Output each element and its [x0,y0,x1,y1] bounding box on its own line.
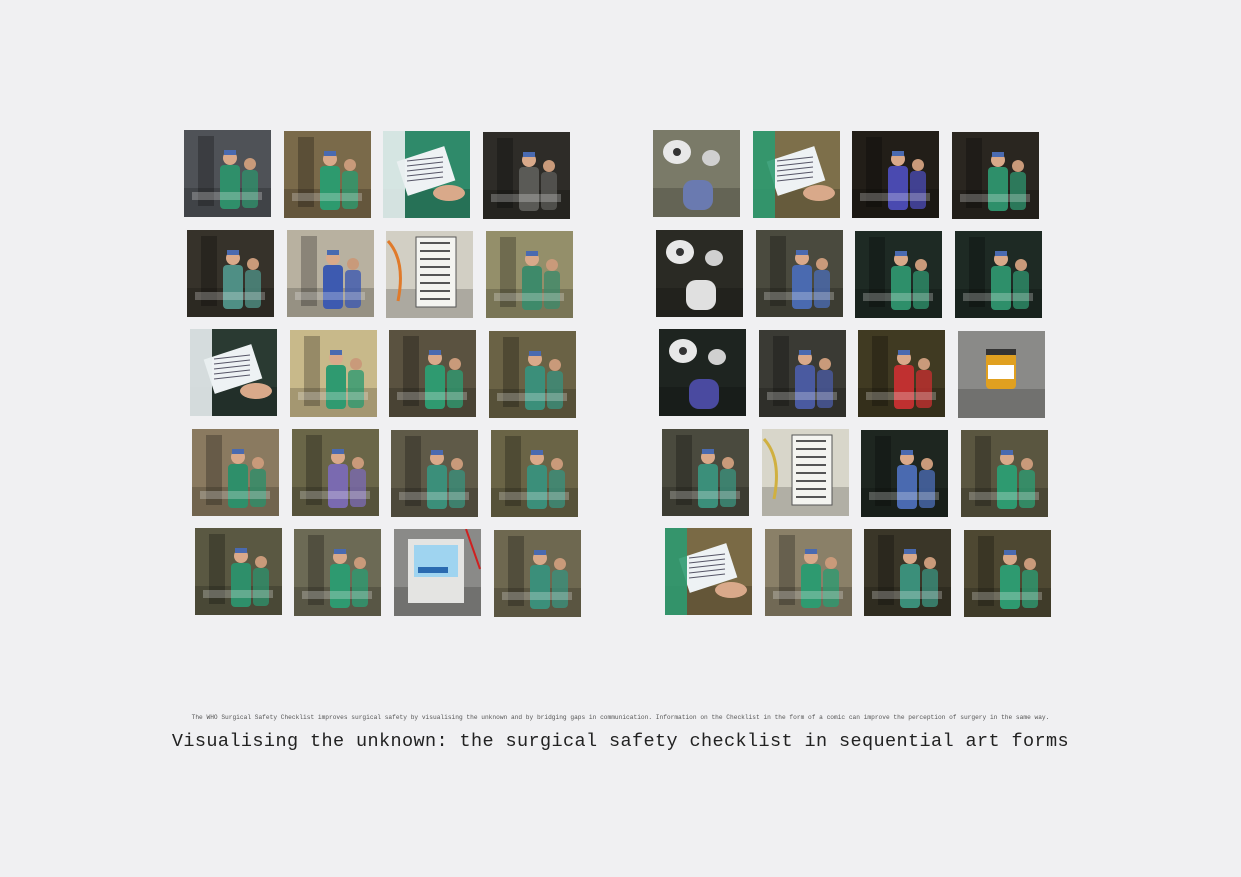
left-panel-6-wall-monitor [287,230,374,317]
right-panel-18-trolley [765,529,852,616]
left-panel-1-corridor-staff [184,130,271,217]
left-panel-8-instrument-tray [486,231,573,318]
right-panel-11-specimen [858,330,945,417]
page-title: Visualising the unknown: the surgical sa… [171,731,1070,752]
right-panel-2-writing-form [753,131,840,218]
right-panel-4-hand-drape [952,132,1039,219]
left-panel-7-checklist-board [386,231,473,318]
left-panel-5-mirror-reflection [187,230,274,317]
right-panel-5-dark-lamp [656,230,743,317]
left-panel-3-hands-paper [383,131,470,218]
right-panel-10-theatre-team [759,330,846,417]
right-panel-6-surgeons-patient [756,230,843,317]
right-panel-14-count-board [762,429,849,516]
left-panel-15-team-bed [391,430,478,517]
right-panel-19-patient-exit [864,529,951,616]
right-panel-12-jar [958,331,1045,418]
left-panel-13-anaesthesia [192,429,279,516]
left-panel-17-scrub-table [195,528,282,615]
left-panel-16-team-drapes [491,430,578,517]
left-panel-10-door-figure [290,330,377,417]
left-panel-12-patient-team [489,331,576,418]
right-panel-1-theatre-lights [653,130,740,217]
right-panel-17-writing-form [665,528,752,615]
caption-text: The WHO Surgical Safety Checklist improv… [191,714,1050,721]
left-panel-2-doorway-group [284,131,371,218]
left-panel-11-room-two-figures [389,330,476,417]
right-panel-15-scope-drape [861,430,948,517]
right-panel-20-doorway-patient [964,530,1051,617]
left-panel-19-monitor-screen [394,529,481,616]
right-panel-7-gloved-hand [855,231,942,318]
left-panel-18-scrub-basin [294,529,381,616]
right-panel-8-hands-incision [955,231,1042,318]
left-panel-4-dark-door [483,132,570,219]
right-panel-16-nurse-paper [961,430,1048,517]
left-panel-20-two-talking [494,530,581,617]
right-panel-13-xray-table [662,429,749,516]
right-panel-9-dark-lamps-team [659,329,746,416]
right-panel-3-scissors-face [852,131,939,218]
left-panel-14-patient-purple [292,429,379,516]
left-panel-9-hands-paper [190,329,277,416]
